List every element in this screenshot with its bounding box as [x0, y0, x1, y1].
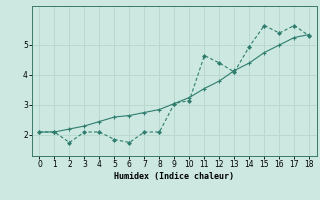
X-axis label: Humidex (Indice chaleur): Humidex (Indice chaleur) [115, 172, 234, 181]
